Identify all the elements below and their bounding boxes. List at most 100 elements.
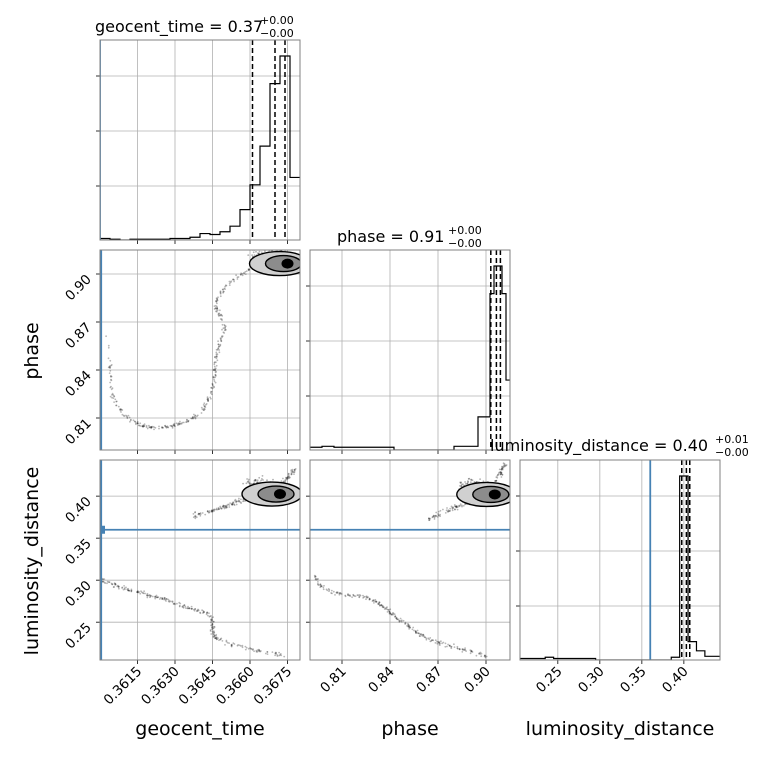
sample-point (317, 582, 319, 585)
sample-point (215, 361, 217, 364)
sample-point (358, 595, 361, 598)
sample-point (218, 351, 221, 354)
sample-point (109, 367, 111, 369)
sample-point (455, 506, 458, 509)
sample-point (322, 588, 325, 591)
sample-point (218, 345, 220, 348)
sample-point (319, 583, 322, 586)
sample-point (140, 590, 142, 592)
sample-point (217, 506, 220, 509)
sample-point (206, 398, 209, 401)
sample-point (145, 424, 148, 427)
sample-point (226, 641, 229, 644)
sample-point (142, 424, 145, 427)
sample-point (219, 506, 222, 509)
sample-point (127, 587, 130, 590)
sample-point (419, 633, 421, 635)
sample-point (141, 591, 143, 594)
sample-point (199, 514, 202, 517)
sample-point (451, 507, 454, 510)
sample-point (340, 593, 343, 595)
sample-point (276, 654, 279, 656)
sample-point (149, 596, 151, 599)
sample-point (153, 428, 155, 431)
sample-point (466, 482, 469, 485)
sample-point (225, 506, 228, 509)
sample-point (377, 603, 380, 605)
sample-point (211, 623, 214, 625)
sample-point (111, 387, 114, 390)
sample-point (150, 427, 153, 430)
sample-point (287, 474, 290, 477)
sample-point (175, 422, 178, 425)
sample-point (275, 652, 277, 655)
sample-point (129, 419, 132, 422)
sample-point (219, 292, 222, 295)
sample-point (233, 643, 236, 645)
sample-point (126, 416, 129, 419)
sample-point (198, 513, 201, 515)
sample-point (425, 637, 428, 640)
sample-point (394, 615, 397, 618)
sample-point (125, 415, 128, 418)
sample-point (425, 638, 428, 641)
sample-point (212, 632, 214, 634)
sample-point (214, 368, 217, 371)
sample-point (215, 637, 218, 640)
sample-point (283, 655, 286, 658)
sample-point (266, 653, 269, 655)
sample-point (358, 594, 361, 596)
sample-point (192, 416, 194, 418)
sample-point (293, 471, 295, 474)
sample-point (464, 481, 466, 483)
sample-point (294, 468, 297, 470)
sample-point (201, 609, 204, 612)
sample-point (248, 269, 251, 271)
sample-point (245, 482, 248, 485)
sample-point (221, 323, 224, 326)
sample-point (179, 602, 182, 605)
sample-point (218, 349, 221, 351)
sample-point (465, 650, 467, 652)
sample-point (503, 464, 505, 466)
sample-point (216, 508, 219, 511)
sample-point (210, 390, 213, 393)
sample-point (456, 647, 459, 650)
sample-point (499, 471, 502, 473)
sample-point (399, 620, 402, 622)
sample-point (261, 475, 264, 477)
contour-peak (274, 489, 286, 500)
sample-point (220, 313, 222, 316)
sample-point (409, 626, 411, 629)
sample-point (103, 578, 106, 580)
sample-point (182, 606, 184, 608)
sample-point (165, 600, 167, 602)
sample-point (456, 508, 459, 511)
sample-point (316, 578, 319, 581)
sample-point (213, 637, 216, 639)
sample-point (130, 589, 133, 592)
sample-point (253, 479, 256, 482)
sample-point (200, 412, 203, 414)
sample-point (247, 481, 250, 484)
sample-point (378, 604, 381, 607)
sample-point (110, 364, 113, 366)
sample-point (467, 480, 469, 483)
sample-point (150, 594, 153, 597)
sample-point (150, 426, 153, 429)
sample-point (503, 465, 506, 468)
sample-point (169, 600, 172, 603)
sample-point (222, 327, 225, 330)
sample-point (327, 588, 330, 590)
sample-point (496, 476, 499, 479)
y-axis-label-luminosity-distance: luminosity_distance (21, 467, 43, 656)
sample-point (315, 578, 318, 581)
sample-point (433, 518, 436, 520)
sample-point (462, 648, 464, 650)
sample-point (167, 426, 170, 429)
sample-point (158, 427, 160, 430)
sample-point (215, 297, 218, 299)
sample-point (120, 411, 122, 413)
sample-point (204, 404, 207, 406)
